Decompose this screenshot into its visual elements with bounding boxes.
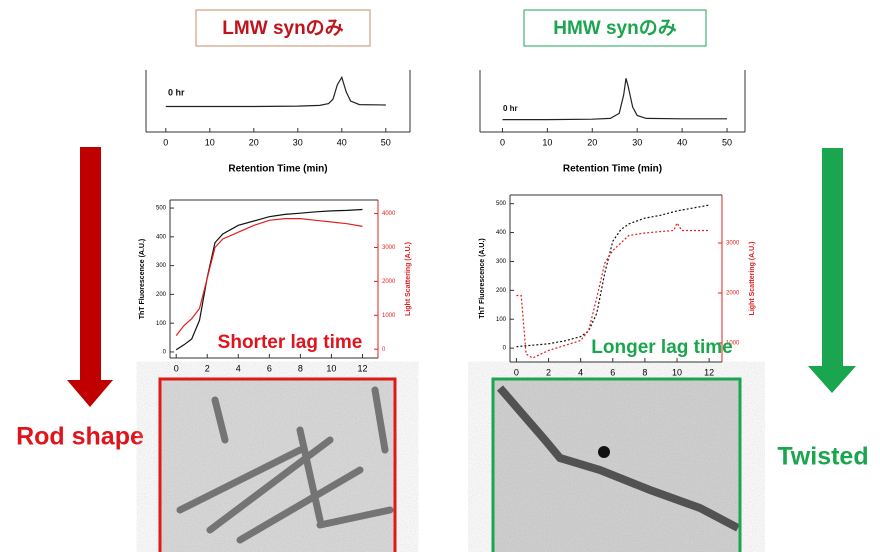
arrow [67,147,113,407]
y2-tick-label: 3000 [382,245,396,251]
y-tick-label: 0 [163,350,167,356]
x-tick-label: 30 [632,137,642,147]
x-tick-label: 4 [236,363,241,373]
result-label: Twisted [777,443,868,471]
title-box [523,9,707,47]
y-tick-label: 200 [496,288,507,294]
x-tick-label: 30 [293,137,303,147]
x-tick-label: 10 [542,137,552,147]
data-line [165,75,386,108]
data-line [516,204,710,348]
x-tick-label: 0 [174,363,179,373]
data-line [502,78,727,121]
x-tick-label: 40 [677,137,687,147]
y-tick-label: 0 [503,346,507,352]
x-tick-label: 4 [578,367,583,377]
y-tick-label: 300 [496,259,507,265]
y-tick-label: 400 [156,234,167,240]
y2-tick-label: 2000 [726,291,740,297]
x-tick-label: 0 [500,137,505,147]
y-tick-label: 200 [156,292,167,298]
x-tick-label: 20 [587,137,597,147]
x-tick-label: 0 [163,137,168,147]
annotation: Shorter lag time [218,332,363,353]
x-tick-label: 8 [298,363,303,373]
y2-tick-label: 4000 [382,211,396,217]
x-tick-label: 6 [610,367,615,377]
result-label: Rod shape [16,423,144,451]
x-tick-label: 10 [205,137,215,147]
y-axis-label: ThT Fluorescence (A.U.) [139,239,146,320]
x-tick-label: 40 [337,137,347,147]
y-tick-label: 100 [496,317,507,323]
tem-image [158,377,397,552]
y2-tick-label: 1000 [382,313,396,319]
y2-axis-label: Light Scattering (A.U.) [405,242,412,316]
y-tick-label: 500 [156,206,167,212]
annotation: 0 hr [168,87,185,97]
y-tick-label: 400 [496,230,507,236]
left-title: LMW synのみ [222,18,343,39]
x-tick-label: 2 [546,367,551,377]
x-tick-label: 20 [249,137,259,147]
data-line [516,221,710,359]
title-box [195,9,371,47]
x-tick-label: 50 [381,137,391,147]
x-tick-label: 8 [642,367,647,377]
x-tick-label: 0 [514,367,519,377]
right-title: HMW synのみ [553,18,677,39]
x-tick-label: 6 [267,363,272,373]
x-tick-label: 12 [704,367,714,377]
y2-tick-label: 0 [382,347,386,353]
y-tick-label: 500 [496,201,507,207]
y2-tick-label: 1000 [726,341,740,347]
x-tick-label: 10 [326,363,336,373]
data-line [175,208,363,351]
y-tick-label: 100 [156,321,167,327]
y2-tick-label: 3000 [726,241,740,247]
x-tick-label: 10 [672,367,682,377]
x-axis-label: Retention Time (min) [228,164,327,175]
y-tick-label: 300 [156,263,167,269]
x-axis-label: Retention Time (min) [563,164,662,175]
annotation: 0 hr [503,104,518,113]
arrow [808,148,856,393]
x-tick-label: 50 [722,137,732,147]
y2-tick-label: 2000 [382,279,396,285]
tem-image [491,377,742,552]
x-tick-label: 2 [205,363,210,373]
x-tick-label: 12 [357,363,367,373]
annotation: Longer lag time [591,337,732,358]
data-line [175,218,363,336]
y2-axis-label: Light Scattering (A.U.) [749,242,756,316]
y-axis-label: ThT Fluorescence (A.U.) [479,238,486,319]
